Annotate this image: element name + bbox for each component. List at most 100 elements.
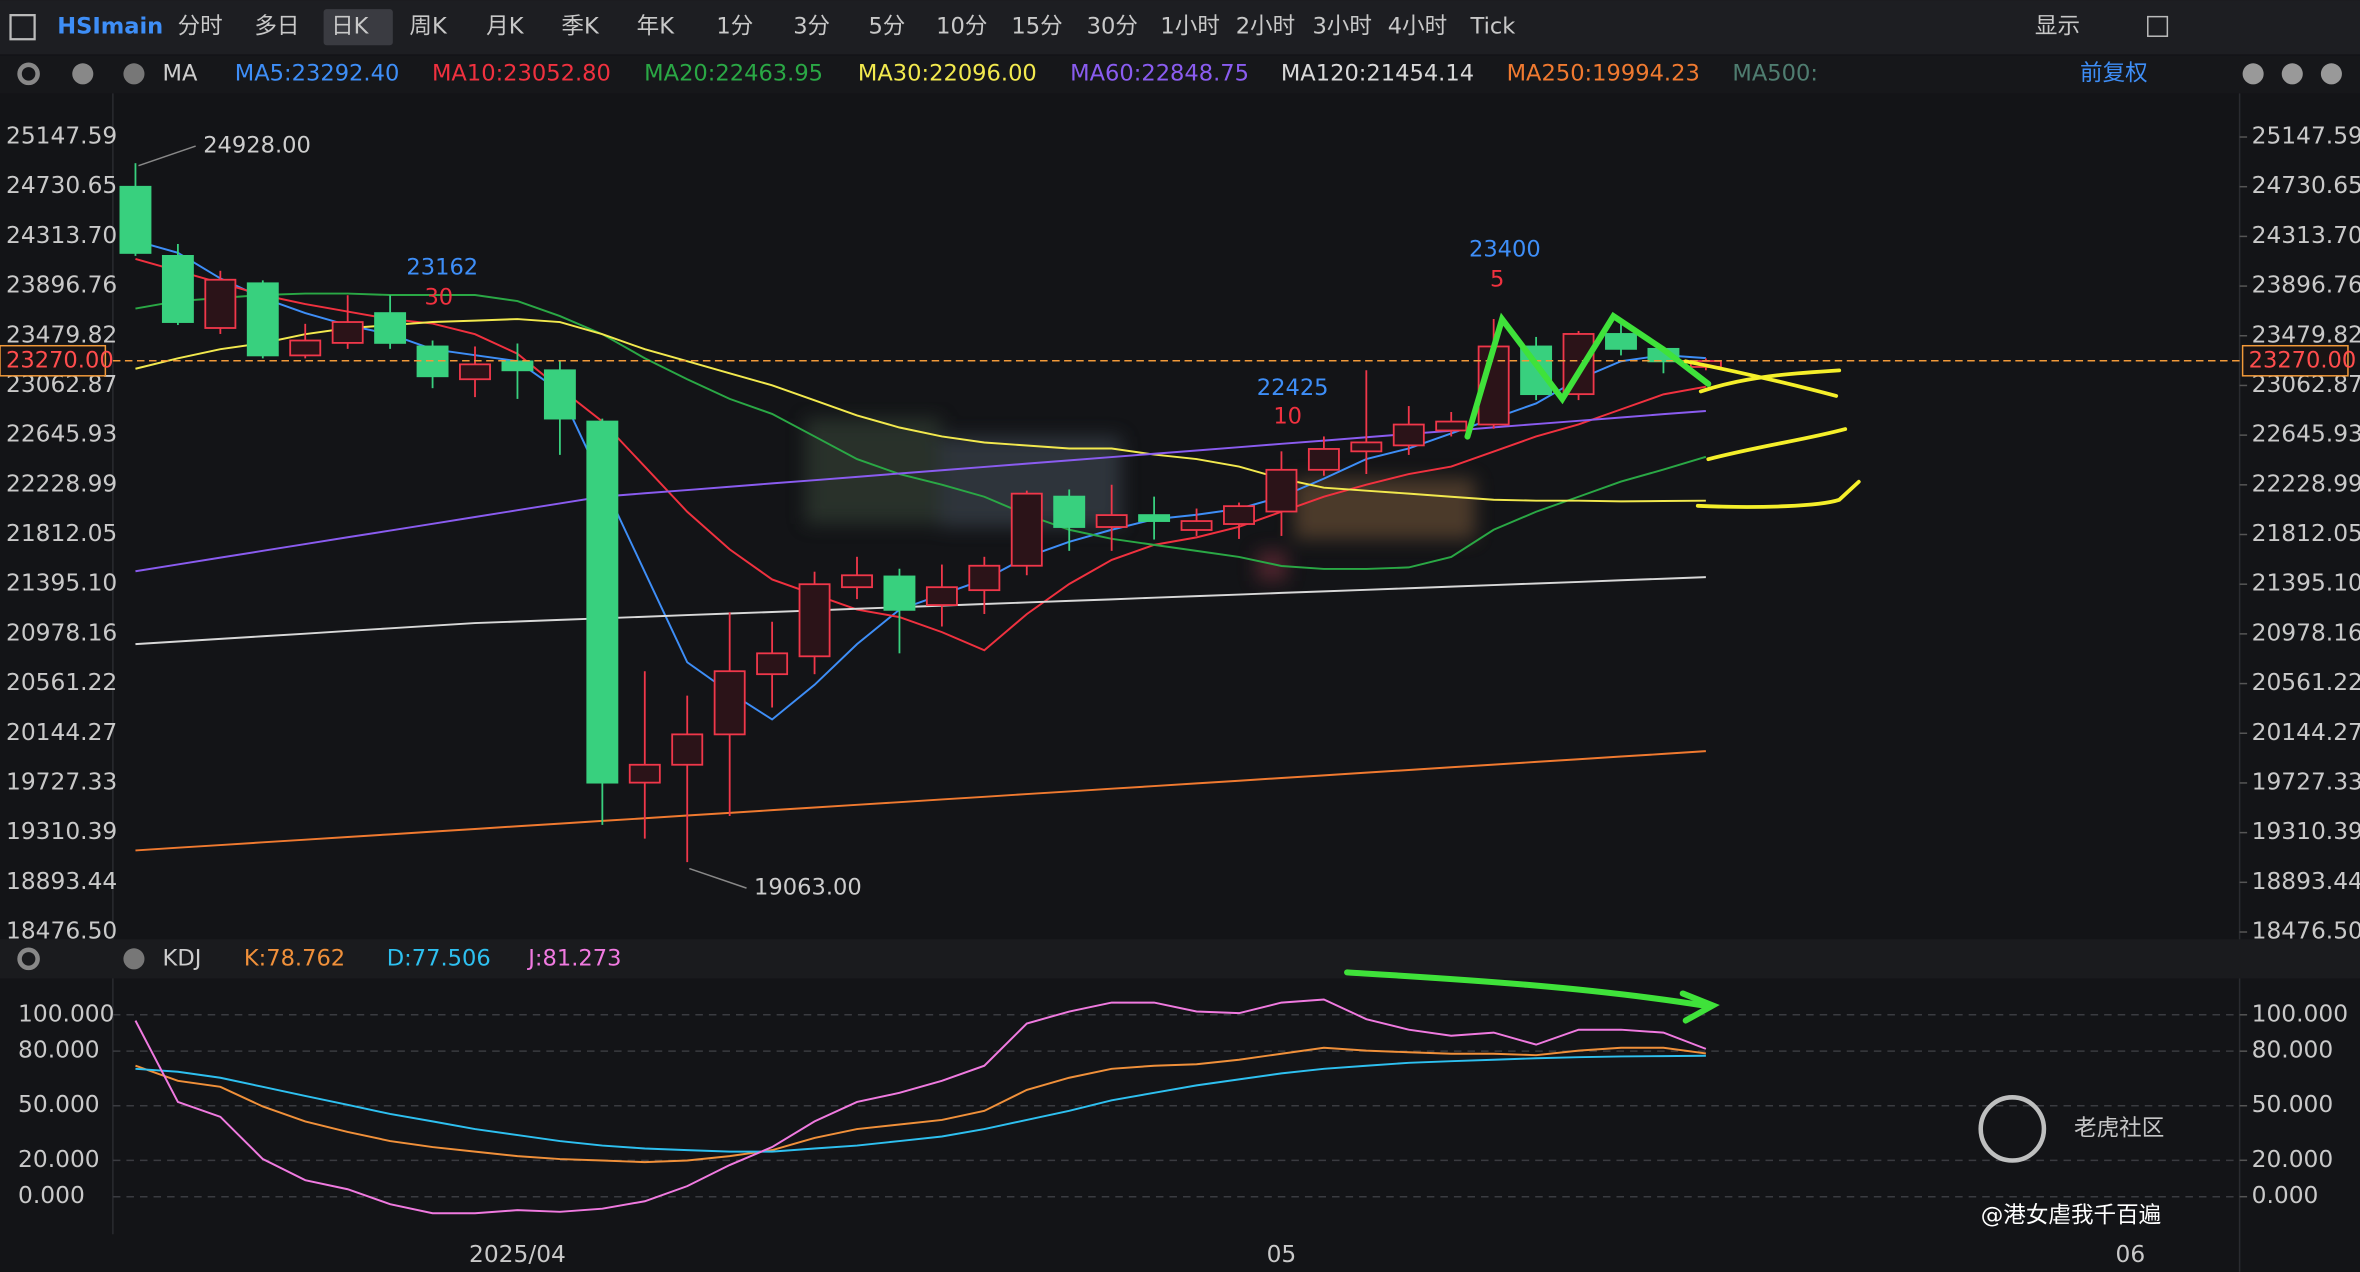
period-tab[interactable]: 分时	[178, 14, 223, 40]
y-tick-label: 100.000	[18, 1000, 114, 1027]
y-tick-label: 23479.82	[6, 321, 117, 348]
candle-body	[841, 574, 873, 589]
indicator-bar	[0, 55, 2360, 94]
period-tab[interactable]: 4小时	[1388, 14, 1447, 40]
candle-body	[543, 369, 576, 420]
hand-drawn-mark	[1679, 990, 1720, 1024]
period-tab[interactable]: 10分	[936, 14, 987, 40]
sidebar-toggle[interactable]	[9, 14, 36, 41]
leader-line	[138, 145, 196, 167]
selected-period	[323, 9, 393, 46]
indicator-line	[135, 1054, 1706, 1153]
candle-body	[161, 254, 194, 323]
period-tab[interactable]: 5分	[868, 14, 905, 40]
hand-drawn-mark	[1706, 427, 1848, 462]
minus-icon[interactable]	[2242, 63, 2264, 85]
indicator-line	[134, 998, 1707, 1215]
last-price-label: 23270.00	[6, 347, 114, 373]
candle-body	[246, 282, 279, 357]
candle-body	[586, 420, 619, 784]
candle-body	[374, 312, 407, 344]
candle-body	[1053, 495, 1086, 528]
x-tick-label: 05	[1267, 1241, 1297, 1268]
period-tab[interactable]: 季K	[561, 14, 600, 40]
candle-body	[459, 363, 491, 381]
plus-icon[interactable]	[2320, 63, 2342, 85]
y-tick-label: 21812.05	[6, 520, 117, 547]
ma-legend: MA5:23292.40	[235, 60, 400, 86]
minus-icon[interactable]	[2281, 63, 2303, 85]
annotations: 24928.00 19063.00 23162 30 22425 10 2340…	[138, 133, 1541, 901]
author: @港女虐我千百遍	[1981, 1203, 2162, 1229]
y-tick-label-right: 22228.99	[2252, 470, 2360, 497]
last-price-box	[0, 344, 107, 377]
y-tick-label-right: 24730.65	[2252, 172, 2360, 199]
period-tab[interactable]: Tick	[1469, 14, 1515, 40]
ma-legend: MA250:19994.23	[1507, 60, 1700, 86]
high-label: 24928.00	[203, 133, 311, 159]
last-price-label: 23270.00	[2249, 347, 2357, 373]
ma-legend: MA500:	[1732, 60, 1818, 86]
period-tab[interactable]: 月K	[486, 14, 525, 40]
candle-body	[628, 763, 661, 784]
close-icon[interactable]	[123, 63, 145, 85]
y-tick-label-right: 18476.50	[2252, 918, 2360, 945]
indicator-line	[135, 750, 1706, 852]
candle-body	[1095, 514, 1128, 528]
candle-body	[968, 564, 1001, 592]
candle-body	[501, 360, 534, 372]
candle-body	[1435, 420, 1468, 432]
period-tab[interactable]: 1分	[716, 14, 753, 40]
y-tick-label: 21395.10	[6, 570, 117, 597]
period-tab[interactable]: 3小时	[1312, 14, 1371, 40]
display-menu[interactable]: 显示	[2035, 14, 2080, 40]
kdj-legend: K:78.762	[244, 945, 345, 971]
checkbox[interactable]	[2147, 15, 2169, 37]
hand-drawn-mark	[1698, 368, 1842, 394]
hand-drawn-mark	[1695, 479, 1861, 509]
candle-body	[1350, 441, 1383, 453]
collapse-icon[interactable]	[72, 63, 94, 85]
indicator-line	[135, 1046, 1707, 1164]
period-tab[interactable]: 2小时	[1236, 14, 1295, 40]
y-tick-label-right: 20561.22	[2252, 669, 2360, 696]
period-tab[interactable]: 年K	[637, 14, 676, 40]
period-tab[interactable]: 15分	[1011, 14, 1062, 40]
kdj-legend: D:77.506	[387, 945, 491, 971]
symbol[interactable]: HSImain	[57, 14, 163, 40]
adjust-mode[interactable]: 前复权	[2080, 60, 2148, 86]
period-tab[interactable]: 3分	[793, 14, 830, 40]
period-tab[interactable]: 30分	[1087, 14, 1138, 40]
hand-drawn-mark	[1464, 311, 1712, 440]
leader-line	[689, 867, 747, 889]
settings-icon[interactable]	[17, 947, 40, 971]
kdj-name[interactable]: KDJ	[163, 945, 202, 971]
period-tab[interactable]: 周K	[409, 14, 448, 40]
ma-legend: MA20:22463.95	[644, 60, 823, 86]
candle-body	[204, 278, 237, 329]
candle-body	[289, 339, 322, 357]
hand-drawn-mark	[1344, 969, 1707, 1009]
candle-body	[713, 670, 746, 736]
period-tab[interactable]: 多日	[254, 14, 299, 40]
ma-legend: MA10:23052.80	[432, 60, 611, 86]
candle-body	[1138, 514, 1171, 522]
indicator-line	[135, 292, 1707, 570]
kdj-bar	[0, 939, 2360, 979]
y-tick-label-right: 23896.76	[2252, 272, 2360, 299]
candle-body	[1605, 333, 1637, 350]
candle-body	[671, 733, 704, 766]
period-tab[interactable]: 日K	[331, 14, 370, 40]
candle-body	[883, 575, 916, 611]
brand: 老虎社区	[2074, 1115, 2164, 1141]
close-icon[interactable]	[123, 948, 145, 970]
hand-drawn-mark	[1683, 359, 1839, 398]
y-tick-label-right: 80.000	[2252, 1037, 2334, 1064]
y-tick-label-right: 50.000	[2252, 1091, 2334, 1118]
candle-body	[331, 321, 364, 344]
settings-icon[interactable]	[17, 62, 40, 86]
indicator-name[interactable]: MA	[163, 60, 198, 86]
period-tab[interactable]: 1小时	[1160, 14, 1219, 40]
